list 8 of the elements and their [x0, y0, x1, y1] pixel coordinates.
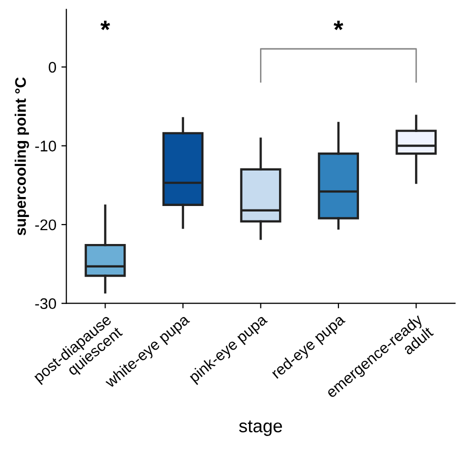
y-tick-label: -10	[35, 140, 56, 152]
y-tick-label: -20	[35, 219, 56, 230]
x-axis-title: stage	[239, 420, 282, 436]
annotation: *	[100, 20, 110, 30]
y-tick-label: -30	[35, 298, 56, 310]
annotation: *	[334, 20, 344, 30]
y-tick-label: 0	[48, 62, 56, 73]
y-axis-title: supercooling point °C	[14, 77, 30, 236]
